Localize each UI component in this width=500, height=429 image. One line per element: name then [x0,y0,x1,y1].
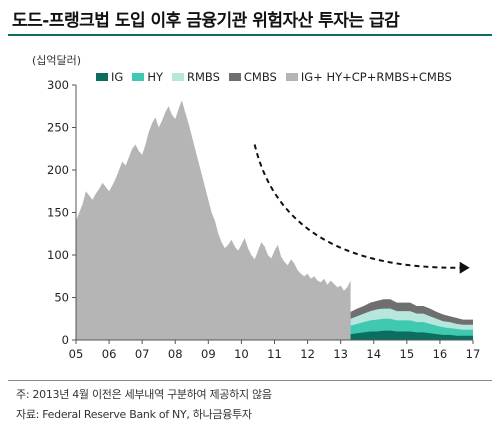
x-tick-label-06: 06 [102,347,117,361]
x-tick-label-13: 13 [333,347,348,361]
x-tick-label-10: 10 [234,347,249,361]
trend-arrow-head [459,261,470,274]
footnote-source: 자료: Federal Reserve Bank of NY, 하나금융투자 [16,408,252,421]
x-tick-label-17: 17 [466,347,481,361]
y-tick-label-300: 300 [47,78,69,92]
y-tick-label-200: 200 [47,163,69,177]
x-tick-label-09: 09 [201,347,216,361]
y-tick-label-100: 100 [47,248,69,262]
x-tick-label-12: 12 [300,347,315,361]
legend-item-rmbs: RMBS [172,70,220,84]
y-tick-label-50: 50 [54,291,69,305]
footnote-divider [8,380,492,381]
series-area-ig [350,330,473,340]
chart-title: 도드-프랭크법 도입 이후 금융기관 위험자산 투자는 급감 [12,11,400,31]
x-tick-label-15: 15 [400,347,415,361]
legend-swatch-hy [132,73,145,81]
legend-swatch-rmbs [172,73,184,81]
x-tick-label-14: 14 [366,347,381,361]
x-tick-label-16: 16 [433,347,448,361]
legend-item-hy: HY [132,70,163,84]
y-axis-unit-label: (십억달러) [32,54,82,67]
legend-swatch-cmbs [228,73,241,81]
legend-item-cmbs: CMBS [228,70,277,84]
legend-swatch-total [285,73,298,81]
legend-label-total: IG+ HY+CP+RMBS+CMBS [300,70,452,84]
x-tick-label-05: 05 [69,347,84,361]
x-tick-label-07: 07 [135,347,150,361]
legend-swatch-ig [96,73,108,81]
trend-arrow-line [253,144,462,269]
legend-label-ig: IG [111,70,124,84]
legend-item-total: IG+ HY+CP+RMBS+CMBS [285,70,452,84]
legend-label-hy: HY [147,70,163,84]
legend-label-rmbs: RMBS [187,70,220,84]
y-tick-label-150: 150 [47,206,69,220]
y-tick-label-250: 250 [47,121,69,135]
y-tick-label-0: 0 [62,333,69,347]
series-area-total [76,100,351,340]
legend-label-cmbs: CMBS [243,70,277,84]
x-tick-label-08: 08 [168,347,183,361]
legend-item-ig: IG [96,70,123,84]
footnote-note: 주: 2013년 4월 이전은 세부내역 구분하여 제공하지 않음 [16,388,272,401]
title-underline [8,34,492,36]
legend: IG HY RMBS CMBS IG+ HY+CP+RMBS+CMBS [96,70,461,84]
x-tick-label-11: 11 [267,347,282,361]
